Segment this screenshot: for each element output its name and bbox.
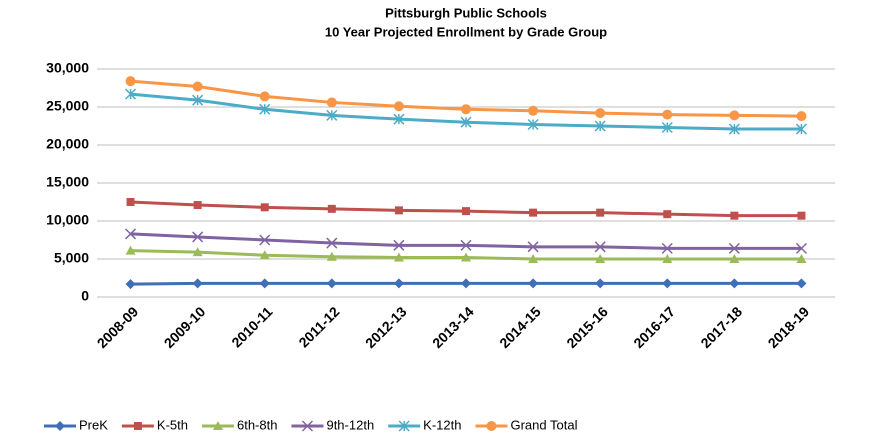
marker — [327, 204, 336, 213]
marker — [661, 121, 673, 134]
x-tick-label: 2008-09 — [94, 303, 142, 351]
x-tick-label: 2014-15 — [496, 303, 544, 351]
legend-label: 6th-8th — [237, 417, 277, 432]
marker — [192, 94, 204, 106]
marker — [594, 120, 606, 132]
marker — [393, 113, 405, 125]
y-tick-label: 20,000 — [46, 136, 89, 152]
x-tick-label: 2012-13 — [362, 303, 410, 351]
marker — [125, 88, 137, 100]
marker — [259, 278, 270, 289]
marker — [326, 97, 337, 108]
marker — [192, 278, 203, 289]
marker — [796, 111, 807, 122]
marker — [662, 278, 673, 289]
marker — [460, 239, 472, 251]
marker — [795, 242, 807, 254]
x-tick-label: 2017-18 — [697, 303, 745, 351]
marker — [192, 81, 203, 92]
marker — [125, 279, 136, 290]
marker — [797, 211, 806, 220]
marker — [729, 110, 740, 121]
marker — [193, 201, 202, 210]
marker — [729, 254, 740, 263]
marker — [125, 76, 136, 87]
marker — [595, 254, 606, 263]
marker — [393, 239, 405, 251]
y-tick-label: 0 — [81, 288, 89, 304]
x-tick-label: 2018-19 — [765, 303, 813, 351]
marker — [728, 123, 740, 135]
x-tick-label: 2013-14 — [429, 303, 477, 351]
marker — [192, 247, 203, 257]
legend-marker — [212, 421, 223, 430]
marker — [528, 278, 539, 289]
legend-label: PreK — [79, 417, 108, 432]
marker — [393, 252, 404, 262]
marker — [393, 101, 404, 112]
chart-subtitle: 10 Year Projected Enrollment by Grade Gr… — [325, 24, 607, 39]
marker — [527, 118, 539, 131]
x-tick-label: 2011-12 — [295, 303, 342, 350]
legend-label: K-5th — [157, 417, 188, 432]
marker — [326, 251, 337, 261]
marker — [528, 254, 539, 263]
legend-label: Grand Total — [510, 417, 577, 432]
marker — [461, 252, 471, 262]
marker — [595, 278, 606, 289]
marker — [192, 231, 204, 243]
chart-title: Pittsburgh Public Schools — [385, 5, 547, 20]
marker — [662, 254, 673, 263]
y-tick-label: 25,000 — [46, 98, 89, 114]
y-tick-label: 30,000 — [46, 60, 89, 76]
y-tick-label: 15,000 — [46, 174, 89, 190]
legend-marker — [398, 420, 410, 432]
marker — [326, 109, 338, 121]
marker — [595, 108, 606, 119]
marker — [662, 109, 673, 120]
marker — [661, 242, 673, 254]
marker — [259, 91, 270, 102]
marker — [394, 206, 403, 215]
x-tick-label: 2009-10 — [161, 303, 209, 351]
marker — [259, 234, 271, 246]
marker — [729, 278, 740, 289]
marker — [795, 123, 807, 135]
marker — [125, 245, 136, 255]
marker — [393, 278, 404, 289]
marker — [594, 241, 606, 253]
marker — [125, 228, 137, 240]
legend-marker — [133, 422, 142, 430]
y-tick-label: 10,000 — [46, 212, 89, 228]
marker — [461, 278, 471, 289]
legend-marker — [55, 421, 65, 431]
legend-marker — [486, 421, 497, 431]
marker — [461, 104, 471, 115]
legend-label: K-12th — [423, 417, 461, 432]
marker — [596, 208, 605, 217]
marker — [462, 207, 470, 216]
marker — [796, 278, 807, 289]
legend-label: 9th-12th — [326, 417, 374, 432]
marker — [260, 203, 269, 212]
marker — [527, 241, 539, 253]
marker — [529, 208, 538, 217]
marker — [528, 105, 539, 116]
marker — [259, 250, 270, 260]
marker — [326, 237, 338, 249]
x-tick-label: 2016-17 — [630, 303, 678, 351]
marker — [126, 198, 135, 206]
marker — [663, 210, 672, 219]
marker — [259, 103, 271, 115]
marker — [326, 278, 337, 289]
marker — [728, 242, 740, 254]
marker — [796, 254, 807, 263]
legend-marker — [301, 420, 313, 432]
y-tick-label: 5,000 — [54, 250, 89, 266]
x-tick-label: 2015-16 — [563, 303, 611, 351]
marker — [730, 211, 739, 220]
marker — [460, 116, 472, 128]
x-tick-label: 2010-11 — [228, 303, 275, 350]
